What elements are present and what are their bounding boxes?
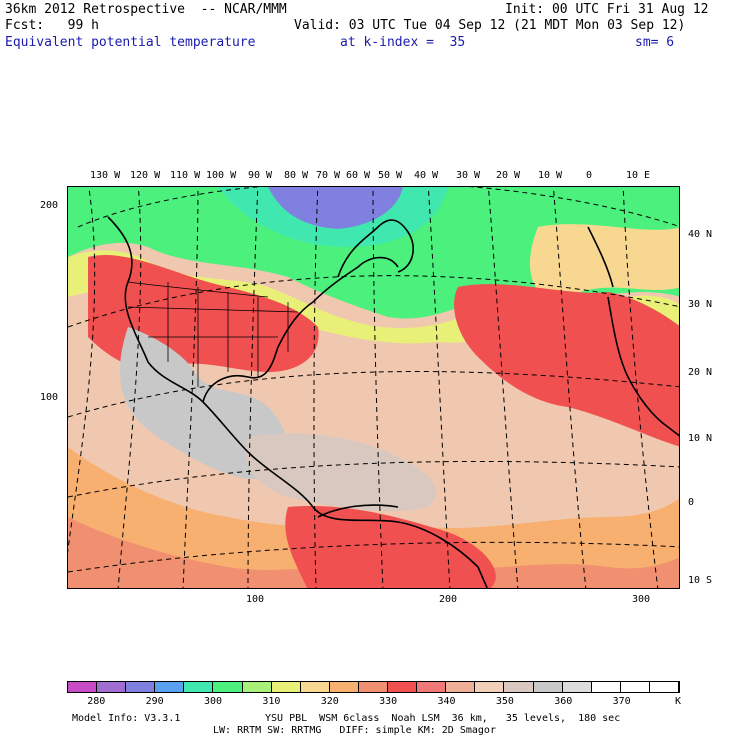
colorbar-swatch [68,682,98,692]
colorbar-swatch [475,682,505,692]
grid-label-bottom-200: 200 [439,594,458,605]
colorbar-label: 310 [262,696,281,707]
lat-label: 10 N [688,433,713,444]
colorbar-swatch [358,682,389,692]
lon-label: 120 W [130,170,161,181]
field-equatorial [68,517,679,588]
lat-label: 20 N [688,367,713,378]
radiation-info: LW: RRTM SW: RRTMG DIFF: simple KM: 2D S… [213,725,496,736]
level-info: at k-index = 35 [340,35,466,50]
colorbar-label: 290 [145,696,164,707]
colorbar-swatch [504,682,534,692]
forecast-hour: Fcst: 99 h [5,18,99,33]
colorbar-label: 320 [320,696,339,707]
field-caribbean [245,433,437,512]
lon-label: 130 W [90,170,121,181]
valid-time: Valid: 03 UTC Tue 04 Sep 12 (21 MDT Mon … [294,18,686,33]
colorbar [67,681,680,693]
lat-label: 40 N [688,229,713,240]
grid-label-bottom-300: 300 [632,594,651,605]
colorbar-swatch [155,682,185,692]
graticule [68,187,679,588]
colorbar-label: 330 [379,696,398,707]
colorbar-swatch [271,682,301,692]
lon-label: 40 W [414,170,439,181]
lon-label: 90 W [248,170,273,181]
physics-info: YSU PBL WSM 6class Noah LSM 36 km, 35 le… [265,713,621,724]
field-south-america-hot [285,506,496,588]
field-tropical-south [68,447,679,588]
colorbar-label: 340 [437,696,456,707]
colorbar-label: 350 [495,696,514,707]
model-title: 36km 2012 Retrospective -- NCAR/MMM [5,2,287,17]
colorbar-swatch [126,682,156,692]
colorbar-label: 280 [87,696,106,707]
colorbar-swatch [97,682,127,692]
coastlines [107,216,679,588]
colorbar-swatch [213,682,243,692]
colorbar-swatch [329,682,359,692]
field-cold-ring [218,187,448,247]
colorbar-label: 370 [612,696,631,707]
lon-label: 50 W [378,170,403,181]
colorbar-swatch [300,682,330,692]
lon-label: 0 [586,170,593,181]
lon-label: 110 W [170,170,201,181]
colorbar-swatch [242,682,272,692]
colorbar-swatch [184,682,214,692]
weather-map [67,186,680,589]
model-info: Model Info: V3.3.1 [72,713,181,724]
field-cool-band [68,187,679,319]
political-borders [127,281,299,387]
field-name: Equivalent potential temperature [5,35,256,50]
colorbar-swatch [388,682,418,692]
lat-label: 0 [688,497,695,508]
colorbar-swatch [620,682,650,692]
lon-label: 100 W [206,170,237,181]
lon-label: 80 W [284,170,309,181]
lon-label: 20 W [496,170,521,181]
lon-label: 70 W [316,170,341,181]
colorbar-label: 300 [203,696,222,707]
colorbar-unit: K [675,696,682,707]
init-time: Init: 00 UTC Fri 31 Aug 12 [505,2,709,17]
field-cold-pool [268,187,403,229]
colorbar-swatch [417,682,447,692]
lon-label: 10 W [538,170,563,181]
colorbar-swatch [533,682,563,692]
colorbar-swatch [591,682,621,692]
colorbar-label: 360 [554,696,573,707]
colorbar-swatch [562,682,592,692]
lat-label: 30 N [688,299,713,310]
colorbar-swatch [446,682,476,692]
colorbar-swatch [649,682,679,692]
grid-label-left-200: 200 [40,200,59,211]
grid-label-bottom-100: 100 [246,594,265,605]
lon-label: 60 W [346,170,371,181]
lon-label: 10 E [626,170,651,181]
lat-label: 10 S [688,575,713,586]
smoothing-info: sm= 6 [635,35,675,50]
grid-label-left-100: 100 [40,392,59,403]
lon-label: 30 W [456,170,481,181]
map-field [68,187,679,588]
